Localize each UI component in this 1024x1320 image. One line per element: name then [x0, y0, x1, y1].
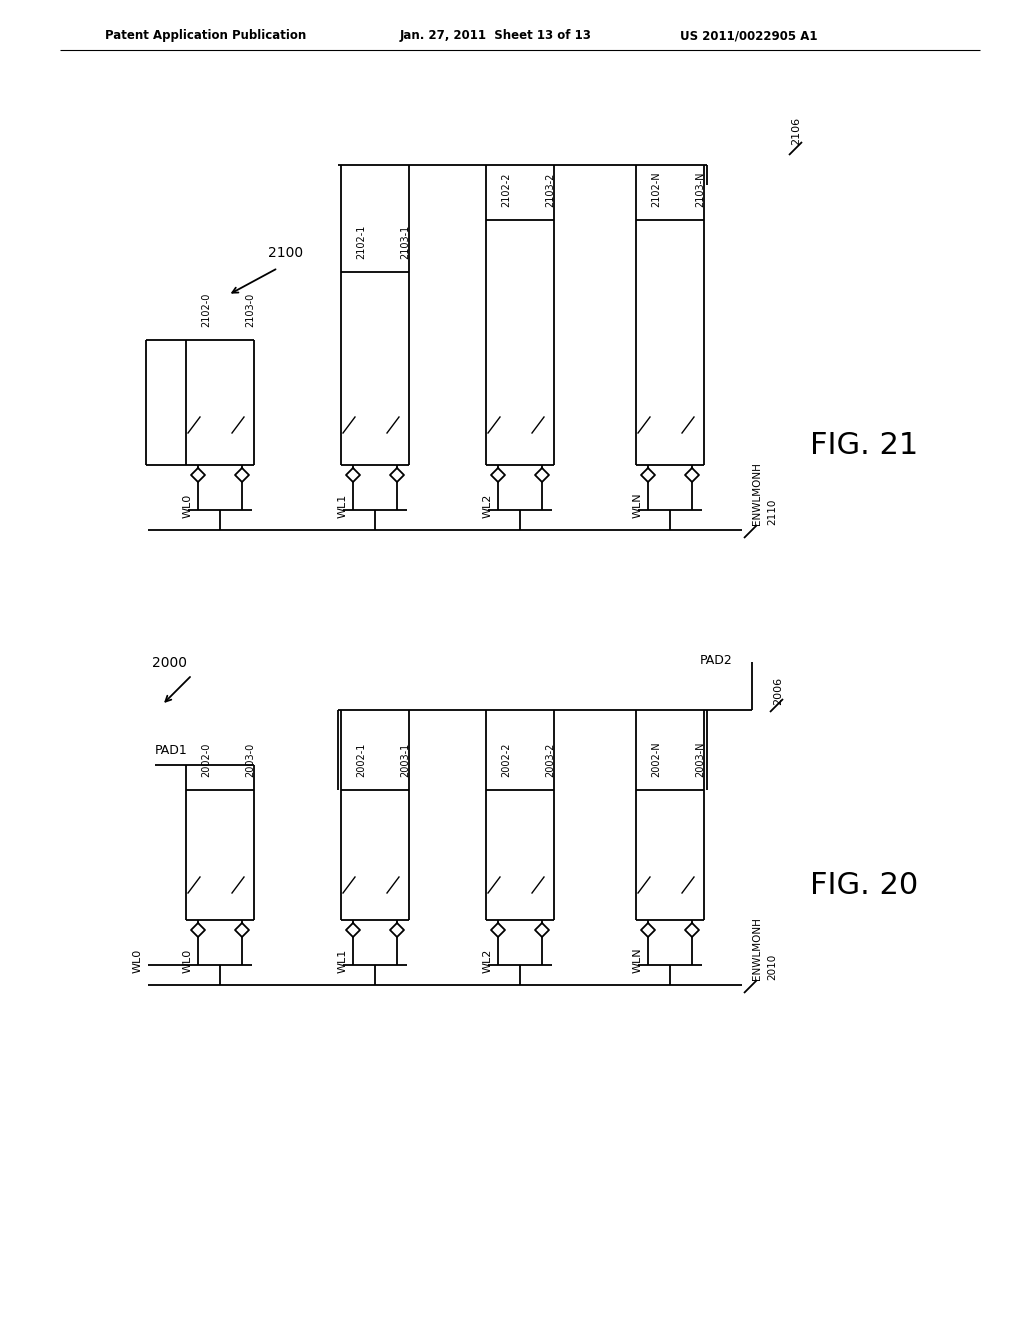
Text: 2103-2: 2103-2 [545, 173, 555, 207]
Text: FIG. 21: FIG. 21 [810, 432, 919, 459]
Text: 2002-N: 2002-N [651, 742, 662, 777]
Text: US 2011/0022905 A1: US 2011/0022905 A1 [680, 29, 817, 42]
Text: 2010: 2010 [767, 954, 777, 979]
Text: 2102-1: 2102-1 [356, 224, 366, 259]
Text: 2103-1: 2103-1 [400, 224, 410, 259]
Text: WL2: WL2 [483, 949, 493, 973]
Text: ENWLMONH: ENWLMONH [752, 462, 762, 525]
Text: 2006: 2006 [773, 677, 783, 705]
Text: WL1: WL1 [338, 949, 348, 973]
Text: 2002-0: 2002-0 [201, 743, 211, 777]
Text: 2106: 2106 [791, 117, 801, 145]
Text: WL1: WL1 [338, 494, 348, 517]
Text: Patent Application Publication: Patent Application Publication [105, 29, 306, 42]
Text: 2110: 2110 [767, 499, 777, 525]
Text: 2102-0: 2102-0 [201, 293, 211, 327]
Text: 2003-N: 2003-N [695, 742, 705, 777]
Text: WL0: WL0 [133, 949, 143, 973]
Text: 2102-N: 2102-N [651, 172, 662, 207]
Text: PAD2: PAD2 [700, 653, 733, 667]
Text: 2002-2: 2002-2 [501, 742, 511, 777]
Text: 2102-2: 2102-2 [501, 173, 511, 207]
Text: WL2: WL2 [483, 494, 493, 517]
Text: ENWLMONH: ENWLMONH [752, 917, 762, 979]
Text: PAD1: PAD1 [155, 743, 187, 756]
Text: FIG. 20: FIG. 20 [810, 871, 919, 900]
Text: Jan. 27, 2011  Sheet 13 of 13: Jan. 27, 2011 Sheet 13 of 13 [400, 29, 592, 42]
Text: WL0: WL0 [183, 949, 193, 973]
Text: 2003-0: 2003-0 [245, 743, 255, 777]
Text: 2100: 2100 [268, 246, 303, 260]
Text: WLN: WLN [633, 492, 643, 517]
Text: 2002-1: 2002-1 [356, 743, 366, 777]
Text: 2103-0: 2103-0 [245, 293, 255, 327]
Text: 2000: 2000 [152, 656, 187, 671]
Text: WL0: WL0 [183, 494, 193, 517]
Text: 2003-1: 2003-1 [400, 743, 410, 777]
Text: 2103-N: 2103-N [695, 172, 705, 207]
Text: WLN: WLN [633, 948, 643, 973]
Text: 2003-2: 2003-2 [545, 743, 555, 777]
